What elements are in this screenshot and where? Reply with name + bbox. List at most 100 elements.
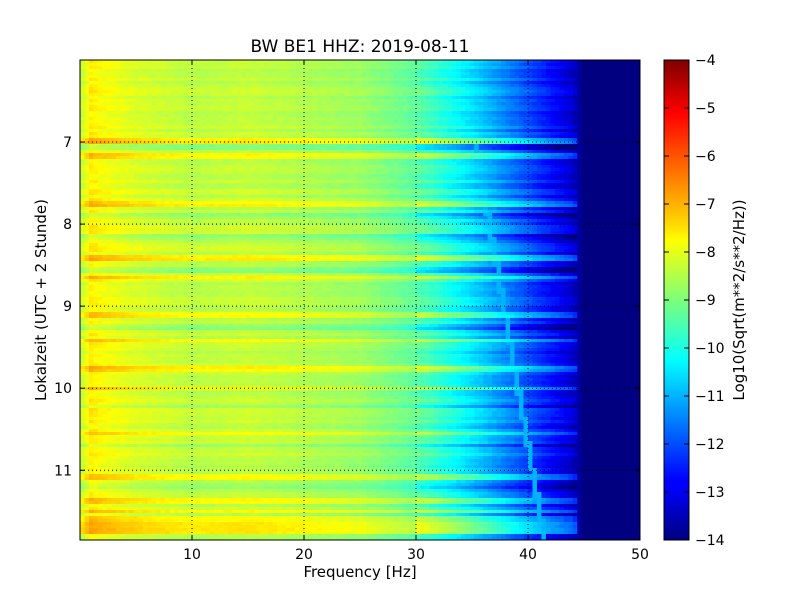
heatmap-cell [398, 105, 404, 109]
heatmap-cell [259, 171, 265, 175]
heatmap-cell [295, 117, 301, 121]
heatmap-cell [295, 162, 301, 166]
heatmap-cell [407, 81, 413, 85]
heatmap-cell [411, 144, 417, 148]
heatmap-cell [371, 123, 377, 127]
heatmap-cell [183, 72, 189, 76]
heatmap-cell [250, 123, 256, 127]
heatmap-cell [420, 129, 426, 133]
heatmap-cell [447, 177, 453, 181]
heatmap-cell [295, 93, 301, 97]
heatmap-cell [438, 63, 444, 67]
heatmap-cell [424, 69, 430, 73]
heatmap-cell [236, 129, 242, 133]
heatmap-cell [398, 120, 404, 124]
heatmap-cell [384, 105, 390, 109]
heatmap-cell [456, 60, 462, 64]
heatmap-cell [169, 129, 175, 133]
heatmap-cell [577, 165, 583, 169]
heatmap-cell [568, 135, 574, 139]
heatmap-cell [362, 84, 368, 88]
heatmap-cell [523, 144, 529, 148]
heatmap-cell [192, 66, 197, 70]
heatmap-cell [353, 144, 359, 148]
heatmap-cell [599, 174, 605, 178]
heatmap-cell [460, 126, 466, 130]
heatmap-cell [590, 66, 596, 70]
heatmap-cell [151, 69, 157, 73]
heatmap-cell [254, 177, 260, 181]
heatmap-cell [102, 108, 108, 112]
heatmap-cell [268, 141, 274, 145]
heatmap-cell [528, 141, 533, 145]
heatmap-cell [88, 147, 94, 151]
heatmap-cell [438, 60, 444, 64]
heatmap-cell [586, 114, 592, 118]
heatmap-cell [120, 69, 126, 73]
heatmap-cell [156, 174, 162, 178]
heatmap-cell [505, 63, 511, 67]
heatmap-cell [187, 162, 193, 166]
heatmap-cell [375, 96, 381, 100]
heatmap-cell [245, 162, 251, 166]
heatmap-cell [595, 93, 601, 97]
heatmap-cell [514, 99, 520, 103]
heatmap-cell [447, 174, 453, 178]
heatmap-cell [393, 78, 399, 82]
heatmap-cell [514, 153, 520, 157]
heatmap-cell [465, 132, 471, 136]
heatmap-cell [635, 147, 640, 151]
heatmap-cell [505, 162, 511, 166]
heatmap-cell [111, 126, 117, 130]
heatmap-cell [192, 171, 197, 175]
heatmap-cell [433, 81, 439, 85]
heatmap-cell [451, 81, 457, 85]
heatmap-cell [218, 135, 224, 139]
heatmap-cell [554, 69, 560, 73]
heatmap-cell [380, 93, 386, 97]
heatmap-cell [286, 150, 292, 154]
heatmap-cell [617, 132, 623, 136]
heatmap-cell [232, 147, 238, 151]
heatmap-cell [317, 144, 323, 148]
heatmap-cell [617, 150, 623, 154]
heatmap-cell [209, 150, 215, 154]
heatmap-cell [245, 69, 251, 73]
heatmap-cell [196, 114, 202, 118]
heatmap-cell [523, 126, 529, 130]
heatmap-cell [151, 129, 157, 133]
heatmap-cell [536, 177, 542, 181]
heatmap-cell [501, 66, 507, 70]
heatmap-cell [138, 78, 144, 82]
heatmap-cell [326, 78, 332, 82]
heatmap-cell [366, 171, 372, 175]
heatmap-cell [559, 177, 565, 181]
heatmap-cell [545, 177, 551, 181]
heatmap-cell [451, 93, 457, 97]
heatmap-cell [581, 162, 587, 166]
heatmap-cell [106, 147, 112, 151]
heatmap-cell [232, 159, 238, 163]
heatmap-cell [366, 162, 372, 166]
heatmap-cell [97, 156, 103, 160]
heatmap-cell [478, 123, 484, 127]
heatmap-cell [398, 165, 404, 169]
heatmap-cell [147, 102, 153, 106]
heatmap-cell [478, 93, 484, 97]
heatmap-cell [254, 96, 260, 100]
heatmap-cell [599, 165, 605, 169]
heatmap-cell [617, 81, 623, 85]
heatmap-cell [147, 126, 153, 130]
heatmap-cell [295, 72, 301, 76]
heatmap-cell [169, 141, 175, 145]
heatmap-cell [205, 81, 211, 85]
heatmap-cell [133, 153, 139, 157]
heatmap-cell [290, 153, 296, 157]
heatmap-cell [84, 102, 90, 106]
heatmap-cell [254, 129, 260, 133]
heatmap-cell [290, 87, 296, 91]
heatmap-cell [496, 60, 502, 64]
heatmap-cell [447, 105, 453, 109]
heatmap-cell [532, 75, 538, 79]
heatmap-cell [227, 90, 233, 94]
